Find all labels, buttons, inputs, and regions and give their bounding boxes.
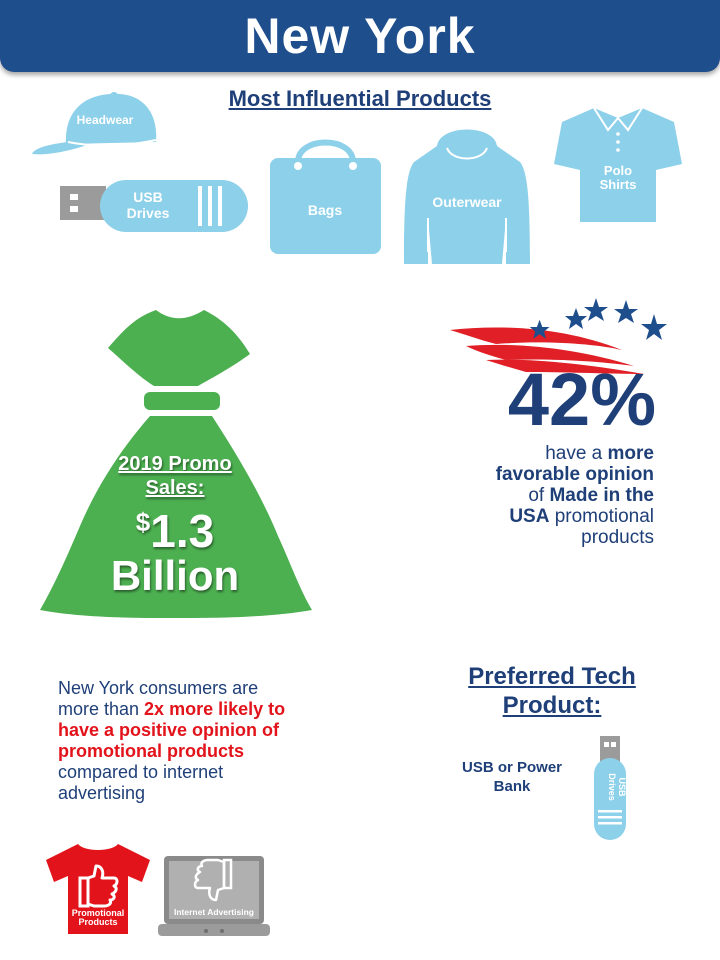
sales-unit: Billion [110,552,240,599]
polo-shirt-icon [554,107,682,222]
tech-title-line1: Preferred Tech [468,663,636,690]
polo-label-line2: Shirts [599,177,637,192]
vertical-usb-line2: Drives [607,773,617,801]
title-banner: New York [0,0,720,72]
money-bag-icon [40,310,312,618]
sales-label-line1: 2019 Promo [118,453,232,475]
outerwear-label: Outerwear [432,194,502,210]
sales-label-line2: Sales: [145,477,205,499]
tech-section-title: Preferred Tech Product: [440,662,664,720]
sales-amount-value: 1.3 [150,505,215,557]
thumbs-up-shirt-icon [46,844,150,934]
headwear-label: Headwear [76,113,134,127]
usb-label-line2: Drives [126,205,170,221]
usa-line5-plain: products [581,527,654,548]
sales-amount: $1.3 [90,498,260,555]
products-section-title: Most Influential Products [228,86,492,111]
comparison-outro: compared to internet advertising [58,762,224,803]
laptop-label: Internet Advertising [174,907,254,917]
flag-stars-icon [450,298,667,374]
usa-stat-text: have a more favorable opinion of Made in… [430,443,654,548]
tech-product-line1: USB or Power [461,759,563,776]
comparison-text: New York consumers are more than 2x more… [58,678,290,804]
shirt-label: Promotional Products [64,909,132,927]
shirt-label-line1: Promotional [71,908,125,918]
vertical-usb-icon [594,736,626,840]
usa-line1-bold: more [607,443,654,464]
usa-percent: 42% [507,358,656,441]
usa-line1-plain: have a [545,443,608,464]
sales-label: 2019 Promo Sales: [90,452,260,500]
hoodie-icon [404,129,530,264]
comparison-intro: New York consumers are more than [58,678,259,719]
comparison-highlight: 2x more likely to have a positive opinio… [58,699,286,761]
polo-label-line1: Polo [603,163,633,178]
bag-icon [270,139,381,254]
tech-product: USB or Power Bank [446,758,578,796]
usa-line3-bold: Made in the [549,485,654,506]
usb-label-line1: USB [133,189,163,205]
polo-shirts-label: Polo Shirts [578,164,658,192]
vertical-usb-label: USB Drives [593,763,627,811]
usa-line4-bold: USA [509,506,550,527]
usb-drive-icon [60,180,248,232]
tech-title-line2: Product: [502,692,602,719]
usb-drives-label: USB Drives [108,189,188,221]
vertical-usb-line1: USB [617,777,627,797]
shirt-label-line2: Products [78,917,118,927]
thumbs-down-laptop-icon [158,856,270,936]
usa-line3-plain: of [528,485,550,506]
cap-icon [32,92,157,155]
page-title: New York [244,8,476,64]
bags-label: Bags [307,202,343,218]
usa-line2-bold: favorable opinion [495,464,654,485]
sales-currency: $ [135,507,151,537]
tech-product-line2: Bank [493,778,531,795]
usa-line4-plain: promotional [549,506,654,527]
